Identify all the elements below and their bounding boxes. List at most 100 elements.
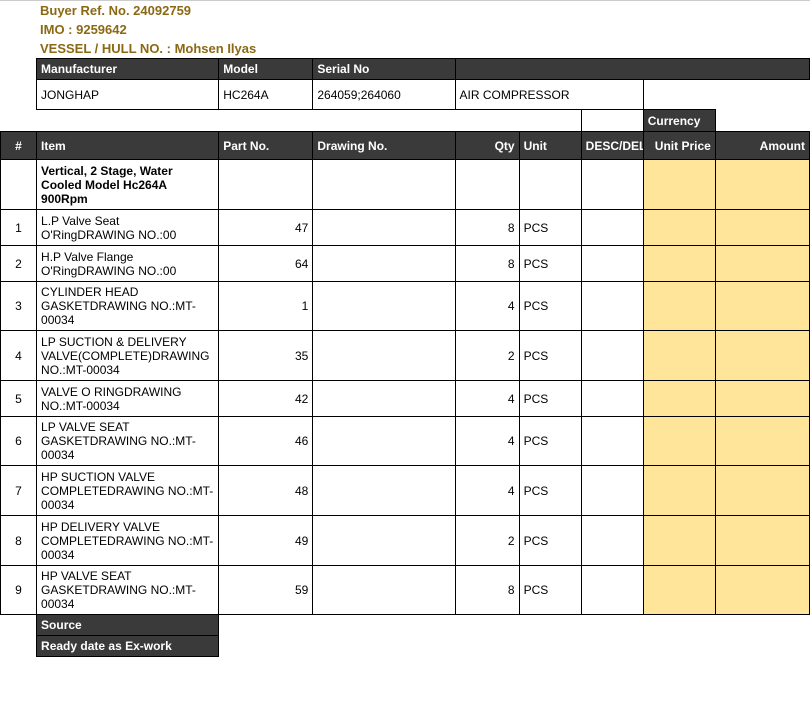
col-amount: Amount xyxy=(715,132,809,160)
cell-qty: 8 xyxy=(455,246,519,282)
col-unit: Unit xyxy=(519,132,581,160)
currency-label: Currency xyxy=(643,110,715,132)
col-drawing: Drawing No. xyxy=(313,132,455,160)
cell-unit: PCS xyxy=(519,282,581,331)
cell-price[interactable] xyxy=(643,282,715,331)
cell-unit: PCS xyxy=(519,417,581,466)
item-row: 9HP VALVE SEAT GASKETDRAWING NO.:MT-0003… xyxy=(1,566,810,615)
hdr-manufacturer: Manufacturer xyxy=(37,59,219,80)
cell-num: 3 xyxy=(1,282,37,331)
cell-qty: 8 xyxy=(455,210,519,246)
footer-source-row: Source xyxy=(1,615,810,636)
cell-num: 5 xyxy=(1,381,37,417)
cell-amount[interactable] xyxy=(715,381,809,417)
item-row: 4LP SUCTION & DELIVERY VALVE(COMPLETE)DR… xyxy=(1,331,810,381)
cell-price[interactable] xyxy=(643,566,715,615)
cell-drawing xyxy=(313,466,455,516)
cell-qty: 4 xyxy=(455,466,519,516)
equip-desc: AIR COMPRESSOR xyxy=(455,80,643,110)
cell-item: HP VALVE SEAT GASKETDRAWING NO.:MT-00034 xyxy=(37,566,219,615)
cell-num: 8 xyxy=(1,516,37,566)
cell-amount[interactable] xyxy=(715,282,809,331)
cell-price[interactable] xyxy=(643,466,715,516)
hdr-model: Model xyxy=(219,59,313,80)
cell-unit: PCS xyxy=(519,246,581,282)
cell-desc xyxy=(581,566,643,615)
cell-item: HP SUCTION VALVE COMPLETEDRAWING NO.:MT-… xyxy=(37,466,219,516)
cell-amount[interactable] xyxy=(715,466,809,516)
cell-desc xyxy=(581,516,643,566)
cell-qty: 2 xyxy=(455,331,519,381)
cell-unit: PCS xyxy=(519,516,581,566)
cell-drawing xyxy=(313,566,455,615)
cell-item: LP VALVE SEAT GASKETDRAWING NO.:MT-00034 xyxy=(37,417,219,466)
cell-part: 35 xyxy=(219,331,313,381)
cell-part: 59 xyxy=(219,566,313,615)
item-row: 1L.P Valve Seat O'RingDRAWING NO.:00478P… xyxy=(1,210,810,246)
cell-qty: 4 xyxy=(455,417,519,466)
section-title-row: Vertical, 2 Stage, Water Cooled Model Hc… xyxy=(1,160,810,210)
cell-item: H.P Valve Flange O'RingDRAWING NO.:00 xyxy=(37,246,219,282)
cell-num: 7 xyxy=(1,466,37,516)
cell-desc xyxy=(581,246,643,282)
cell-amount[interactable] xyxy=(715,246,809,282)
item-row: 5VALVE O RINGDRAWING NO.:MT-0003442 4PCS xyxy=(1,381,810,417)
item-row: 7HP SUCTION VALVE COMPLETEDRAWING NO.:MT… xyxy=(1,466,810,516)
cell-drawing xyxy=(313,516,455,566)
cell-item: HP DELIVERY VALVE COMPLETEDRAWING NO.:MT… xyxy=(37,516,219,566)
col-price: Unit Price xyxy=(643,132,715,160)
cell-price[interactable] xyxy=(643,246,715,282)
footer-ready: Ready date as Ex-work xyxy=(37,636,219,657)
equip-header-row: Manufacturer Model Serial No xyxy=(1,59,810,80)
equip-serial: 264059;264060 xyxy=(313,80,455,110)
cell-qty: 2 xyxy=(455,516,519,566)
cell-amount[interactable] xyxy=(715,516,809,566)
cell-price[interactable] xyxy=(643,331,715,381)
equip-data-row: JONGHAP HC264A 264059;264060 AIR COMPRES… xyxy=(1,80,810,110)
cell-desc xyxy=(581,210,643,246)
cell-price[interactable] xyxy=(643,417,715,466)
cell-num: 1 xyxy=(1,210,37,246)
cell-amount[interactable] xyxy=(715,210,809,246)
item-row: 6LP VALVE SEAT GASKETDRAWING NO.:MT-0003… xyxy=(1,417,810,466)
cell-qty: 8 xyxy=(455,566,519,615)
cell-qty: 4 xyxy=(455,381,519,417)
equip-model: HC264A xyxy=(219,80,313,110)
column-header-row: # Item Part No. Drawing No. Qty Unit DES… xyxy=(1,132,810,160)
cell-part: 64 xyxy=(219,246,313,282)
col-desc: DESC/DEL. xyxy=(581,132,643,160)
cell-amount[interactable] xyxy=(715,331,809,381)
cell-num: 2 xyxy=(1,246,37,282)
vessel-line: VESSEL / HULL NO. : Mohsen Ilyas xyxy=(0,39,810,58)
main-table: Manufacturer Model Serial No JONGHAP HC2… xyxy=(0,58,810,657)
cell-desc xyxy=(581,466,643,516)
cell-desc xyxy=(581,417,643,466)
buyer-ref-line: Buyer Ref. No. 24092759 xyxy=(0,0,810,20)
cell-num: 4 xyxy=(1,331,37,381)
cell-amount[interactable] xyxy=(715,417,809,466)
cell-price[interactable] xyxy=(643,210,715,246)
cell-drawing xyxy=(313,381,455,417)
hdr-serial: Serial No xyxy=(313,59,455,80)
item-row: 8HP DELIVERY VALVE COMPLETEDRAWING NO.:M… xyxy=(1,516,810,566)
cell-drawing xyxy=(313,331,455,381)
cell-part: 48 xyxy=(219,466,313,516)
cell-num: 6 xyxy=(1,417,37,466)
cell-price[interactable] xyxy=(643,516,715,566)
cell-part: 42 xyxy=(219,381,313,417)
cell-part: 49 xyxy=(219,516,313,566)
cell-drawing xyxy=(313,417,455,466)
cell-drawing xyxy=(313,282,455,331)
col-hash: # xyxy=(1,132,37,160)
cell-qty: 4 xyxy=(455,282,519,331)
imo-line: IMO : 9259642 xyxy=(0,20,810,39)
cell-num: 9 xyxy=(1,566,37,615)
cell-price[interactable] xyxy=(643,381,715,417)
cell-desc xyxy=(581,282,643,331)
cell-unit: PCS xyxy=(519,466,581,516)
cell-item: VALVE O RINGDRAWING NO.:MT-00034 xyxy=(37,381,219,417)
cell-unit: PCS xyxy=(519,210,581,246)
cell-unit: PCS xyxy=(519,381,581,417)
cell-amount[interactable] xyxy=(715,566,809,615)
cell-unit: PCS xyxy=(519,566,581,615)
